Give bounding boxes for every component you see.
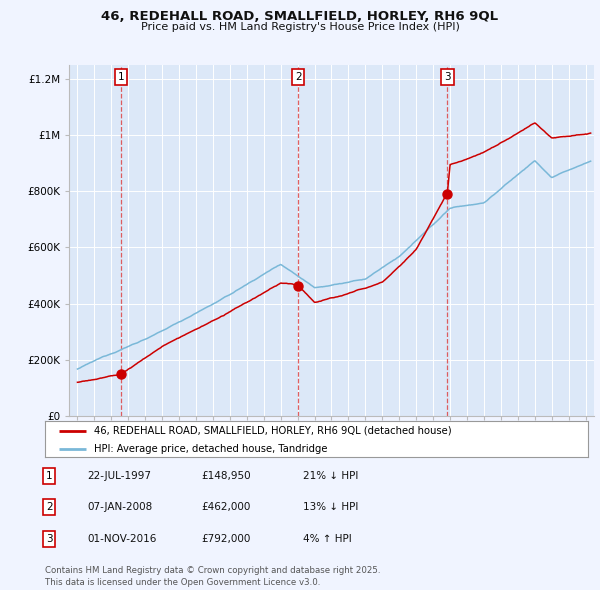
Text: 46, REDEHALL ROAD, SMALLFIELD, HORLEY, RH6 9QL: 46, REDEHALL ROAD, SMALLFIELD, HORLEY, R… [101,10,499,23]
Text: 2: 2 [295,72,301,82]
Text: Price paid vs. HM Land Registry's House Price Index (HPI): Price paid vs. HM Land Registry's House … [140,22,460,32]
Text: 13% ↓ HPI: 13% ↓ HPI [303,503,358,512]
Text: 46, REDEHALL ROAD, SMALLFIELD, HORLEY, RH6 9QL (detached house): 46, REDEHALL ROAD, SMALLFIELD, HORLEY, R… [94,425,451,435]
Text: £148,950: £148,950 [201,471,251,481]
Text: 4% ↑ HPI: 4% ↑ HPI [303,534,352,543]
Text: £462,000: £462,000 [201,503,250,512]
Text: 22-JUL-1997: 22-JUL-1997 [87,471,151,481]
Text: 07-JAN-2008: 07-JAN-2008 [87,503,152,512]
Text: 21% ↓ HPI: 21% ↓ HPI [303,471,358,481]
Text: HPI: Average price, detached house, Tandridge: HPI: Average price, detached house, Tand… [94,444,328,454]
Text: £792,000: £792,000 [201,534,250,543]
Text: 3: 3 [444,72,451,82]
Text: 1: 1 [118,72,124,82]
Text: 2: 2 [46,503,53,512]
Text: 01-NOV-2016: 01-NOV-2016 [87,534,157,543]
Text: 3: 3 [46,534,53,543]
Text: Contains HM Land Registry data © Crown copyright and database right 2025.
This d: Contains HM Land Registry data © Crown c… [45,566,380,587]
Text: 1: 1 [46,471,53,481]
